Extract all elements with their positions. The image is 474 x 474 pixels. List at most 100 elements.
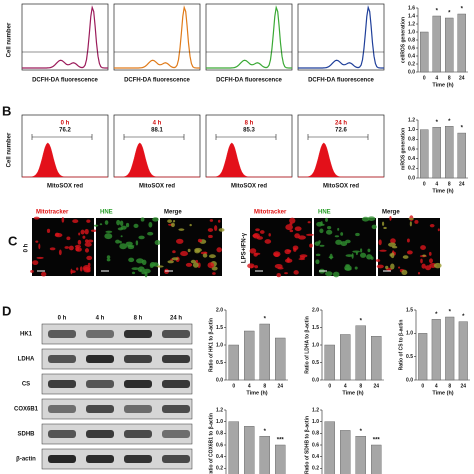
cell-signal <box>70 268 73 275</box>
cell-signal <box>276 273 282 278</box>
cell-signal <box>284 272 288 275</box>
y-tick-label: 0.0 <box>312 377 319 383</box>
cell-signal <box>36 256 44 259</box>
blot-strip <box>41 448 193 470</box>
channel-label: Merge <box>382 210 400 216</box>
blot-band <box>48 355 76 363</box>
bar <box>457 13 466 73</box>
cell-signal <box>367 216 376 221</box>
y-tick-label: 1.2 <box>408 21 415 27</box>
cell-signal <box>406 238 410 243</box>
x-axis-label: DCFH-DA fluorescence <box>124 78 190 84</box>
cell-signal <box>148 221 153 228</box>
x-tick-label: 24 <box>460 383 466 389</box>
blot-band <box>162 405 190 413</box>
cell-signal <box>38 243 41 250</box>
histogram-fill <box>22 142 108 178</box>
y-tick-label: 0.0 <box>216 377 223 383</box>
y-tick-label: 0.2 <box>312 466 319 472</box>
bar <box>275 337 286 381</box>
cell-signal <box>190 259 196 264</box>
x-tick-label: 8 <box>359 383 362 389</box>
bar <box>432 15 441 73</box>
cell-signal <box>115 239 121 244</box>
x-axis-label: DCFH-DA fluorescence <box>216 78 282 84</box>
significance: * <box>449 310 452 316</box>
blot-strip <box>41 323 193 345</box>
gate-time: 8 h <box>245 121 254 127</box>
y-tick-label: 1.0 <box>312 419 319 425</box>
cell-signal <box>84 248 90 253</box>
y-tick-label: 1.0 <box>216 419 223 425</box>
gate-value: 72.6 <box>335 128 347 134</box>
cell-signal <box>49 247 56 251</box>
condition-label: LPS+IFN-γ <box>242 232 248 263</box>
cell-signal <box>406 250 413 255</box>
panel-label: D <box>2 303 11 318</box>
cell-signal <box>299 254 308 258</box>
cell-signal <box>106 258 111 262</box>
significance: *** <box>373 438 381 444</box>
y-tick-label: 0.5 <box>312 360 319 366</box>
gate-time: 4 h <box>153 121 162 127</box>
cell-signal <box>218 228 225 232</box>
blot-band <box>162 430 190 438</box>
cell-signal <box>149 263 154 269</box>
cell-signal <box>84 239 89 243</box>
cell-signal <box>335 239 343 245</box>
significance: * <box>436 120 439 126</box>
cell-signal <box>401 269 408 275</box>
y-tick-label: 0.0 <box>408 69 415 75</box>
cell-signal <box>156 265 164 268</box>
histogram-fill <box>206 142 292 178</box>
cell-signal <box>46 228 51 234</box>
y-axis-label: Ratio of CS to β-actin <box>398 320 404 371</box>
cell-signal <box>180 251 188 257</box>
bar <box>324 421 335 474</box>
y-tick-label: 0.2 <box>408 166 415 172</box>
blot-strip <box>41 398 193 420</box>
bar <box>420 129 429 179</box>
significance: *** <box>277 438 285 444</box>
cell-signal <box>255 228 260 232</box>
cell-signal <box>422 254 426 257</box>
cell-signal <box>72 219 79 224</box>
bar <box>371 444 382 474</box>
cell-signal <box>187 248 191 253</box>
cell-signal <box>79 266 83 272</box>
x-axis-label: DCFH-DA fluorescence <box>32 78 98 84</box>
cell-signal <box>333 271 340 278</box>
y-tick-label: 0.5 <box>216 360 223 366</box>
x-axis-label: Time (h) <box>342 390 363 396</box>
y-axis-label: mROS generation <box>400 128 406 170</box>
cell-signal <box>208 234 213 239</box>
y-tick-label: 0.2 <box>216 466 223 472</box>
bar <box>432 127 441 179</box>
significance: * <box>264 317 267 323</box>
plot-frame <box>205 3 293 71</box>
x-axis-label: Time (h) <box>432 188 453 194</box>
y-tick-label: 0.5 <box>406 354 413 360</box>
cell-signal <box>211 266 218 271</box>
cell-signal <box>82 235 86 239</box>
cell-signal <box>409 221 412 227</box>
cell-signal <box>367 248 371 253</box>
cell-signal <box>297 235 306 240</box>
channel-label: Merge <box>164 210 182 216</box>
y-tick-label: 0.8 <box>408 137 415 143</box>
cell-signal <box>360 248 363 253</box>
bar <box>445 126 454 179</box>
y-tick-label: 0.8 <box>312 431 319 437</box>
y-tick-label: 1.5 <box>216 325 223 331</box>
cell-signal <box>68 245 74 251</box>
cell-signal <box>378 239 382 246</box>
cell-signal <box>82 265 91 271</box>
blot-band <box>86 355 114 363</box>
gate-value: 85.3 <box>243 128 255 134</box>
gate-time: 0 h <box>61 121 70 127</box>
y-axis-label: Ratio of COX6B1 to β-actin <box>208 413 214 474</box>
gate-value: 76.2 <box>59 128 71 134</box>
x-tick-label: 4 <box>344 383 347 389</box>
bar <box>259 323 270 381</box>
cell-signal <box>74 244 82 248</box>
